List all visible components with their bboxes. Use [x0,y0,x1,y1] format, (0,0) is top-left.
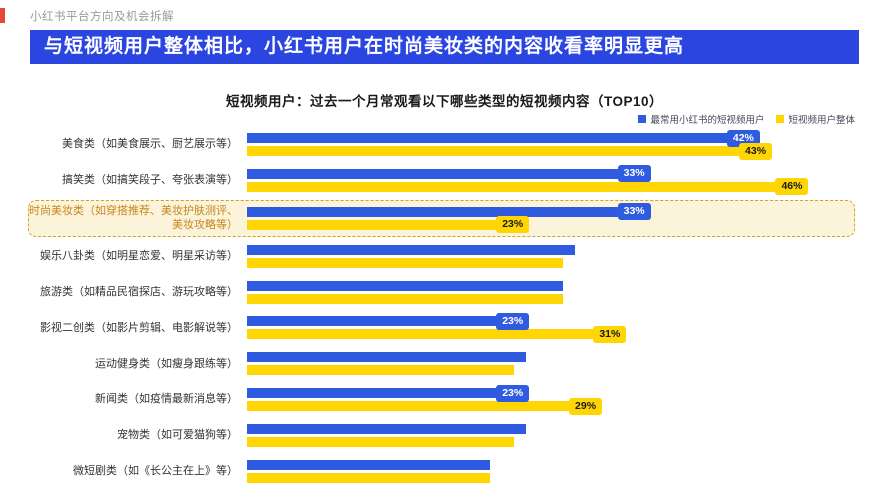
bar-overall [247,293,563,304]
chart-row: 旅游类（如精品民宿探店、游玩攻略等） [28,276,855,309]
chart-title: 短视频用户：过去一个月常观看以下哪些类型的短视频内容（TOP10） [225,94,664,109]
value-label: 33% [617,165,651,183]
header-accent-bar [0,8,5,23]
bar-line: 33% [247,165,854,183]
category-label: 微短剧类（如《长公主在上》等） [73,465,238,478]
bar-xhs-users [247,133,757,143]
bar-overall [247,437,515,447]
category-label: 影视二创类（如影片剪辑、电影解说等） [40,321,238,334]
chart-row: 运动健身类（如瘦身跟练等） [28,347,855,380]
legend-label-xhs-users: 最常用小红书的短视频用户 [650,115,765,126]
bar-line: 29% [247,397,854,415]
bar-line: 42% [247,129,854,147]
bar-overall [247,365,515,376]
bar-line [247,365,854,376]
category-label: 娱乐八卦类（如明星恋爱、明星采访等） [40,249,238,262]
bar-line [247,352,854,363]
title-banner: 与短视频用户整体相比，小红书用户在时尚美妆类的内容收看率明显更高 [30,30,859,64]
legend-item-overall: 短视频用户整体 [776,112,855,126]
legend-item-xhs-users: 最常用小红书的短视频用户 [638,112,764,126]
bar-group [247,280,854,304]
bar-overall [247,181,806,192]
bar-overall [247,401,600,412]
bar-xhs-users [247,206,648,217]
legend-swatch-yellow-icon [776,115,785,123]
bar-line: 31% [247,325,854,343]
bar-overall [247,472,490,483]
category-label: 搞笑类（如搞笑段子、夸张表演等） [62,174,238,187]
bar-overall [247,146,770,156]
bar-group [247,459,854,483]
page-header: 小红书平台方向及机会拆解 [30,11,174,23]
category-label: 运动健身类（如瘦身跟练等） [95,357,238,370]
chart-row: 搞笑类（如搞笑段子、夸张表演等） 33% 46% [28,164,855,197]
chart-rows: 美食类（如美食展示、厨艺展示等） 42% 43% 搞笑类（如搞笑段子、夸张表演等） 33… [28,128,855,488]
bar-group [247,244,854,268]
chart-row-highlighted: 时尚美妆类（如穿搭推荐、美妆护肤测评、美妆攻略等） 33% 23% [28,199,855,237]
chart-row: 微短剧类（如《长公主在上》等） [28,455,855,488]
bar-group: 23% 29% [247,384,854,415]
value-label: 31% [593,325,627,343]
bar-xhs-users [247,424,527,434]
bar-xhs-users [247,459,490,470]
bar-line: 33% [247,203,854,221]
legend-label-overall: 短视频用户整体 [788,115,855,126]
chart-row: 新闻类（如疫情最新消息等） 23% 29% [28,383,855,416]
bar-line [247,257,854,268]
bar-line [247,437,854,447]
category-label: 美食类（如美食展示、厨艺展示等） [62,138,238,151]
value-label: 29% [569,397,603,415]
bar-line [247,293,854,304]
chart-row: 宠物类（如可爱猫狗等） [28,419,855,452]
bar-line [247,424,854,434]
bar-line: 23% [247,216,854,234]
value-label: 33% [617,203,651,221]
legend-swatch-blue-icon [638,115,647,123]
value-label: 23% [496,216,530,234]
value-label: 23% [496,384,530,402]
bar-xhs-users [247,316,527,327]
category-label: 新闻类（如疫情最新消息等） [95,393,238,406]
chart-row: 娱乐八卦类（如明星恋爱、明星采访等） [28,240,855,273]
bar-group: 42% 43% [247,129,854,160]
bar-line [247,459,854,470]
category-label: 宠物类（如可爱猫狗等） [117,429,238,442]
value-label: 46% [775,178,809,196]
category-label: 旅游类（如精品民宿探店、游玩攻略等） [40,285,238,298]
bar-line: 46% [247,178,854,196]
bar-xhs-users [247,388,527,399]
bar-line [247,244,854,255]
category-label: 时尚美妆类（如穿搭推荐、美妆护肤测评、美妆攻略等） [29,204,238,232]
bar-line: 23% [247,384,854,402]
chart-legend: 最常用小红书的短视频用户 短视频用户整体 [638,112,855,126]
bar-line: 23% [247,312,854,330]
bar-group: 33% 46% [247,165,854,196]
value-label: 42% [726,129,760,147]
bar-group: 33% 23% [247,203,854,234]
bar-xhs-users [247,352,527,363]
value-label: 43% [739,142,773,160]
bar-group [247,352,854,376]
bar-line [247,280,854,291]
bar-line: 43% [247,142,854,160]
bar-xhs-users [247,280,563,291]
bar-group: 23% 31% [247,312,854,343]
bar-xhs-users [247,244,575,255]
chart-row: 美食类（如美食展示、厨艺展示等） 42% 43% [28,128,855,161]
bar-overall [247,219,527,230]
value-label: 23% [496,312,530,330]
chart-row: 影视二创类（如影片剪辑、电影解说等） 23% 31% [28,311,855,344]
bar-overall [247,329,624,340]
bar-line [247,472,854,483]
bar-group [247,424,854,447]
bar-xhs-users [247,168,648,179]
bar-overall [247,257,563,268]
